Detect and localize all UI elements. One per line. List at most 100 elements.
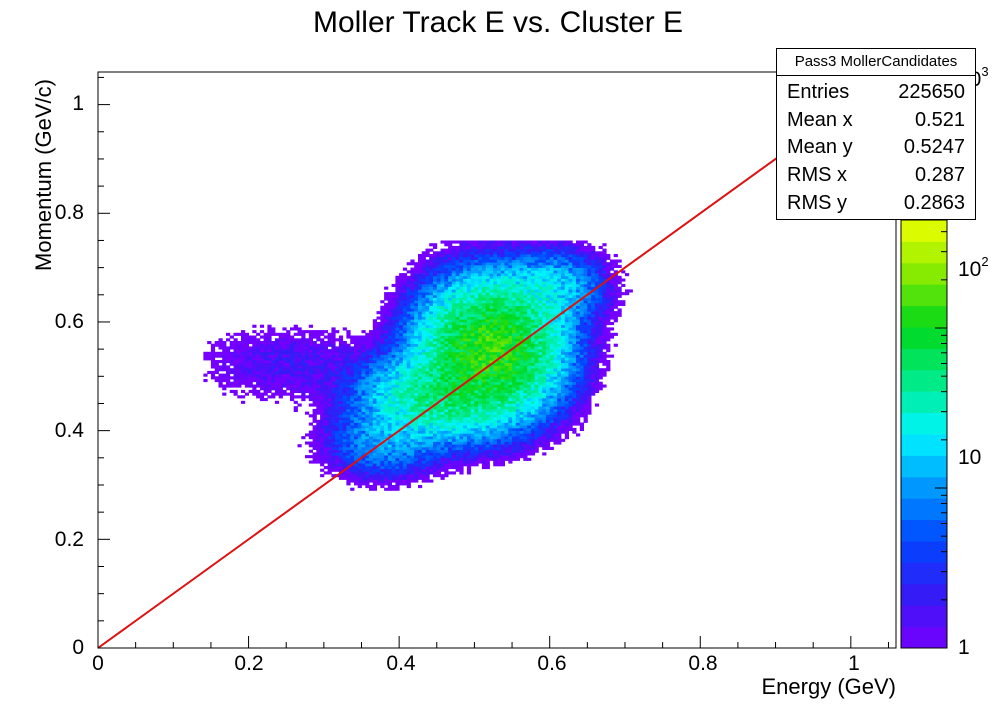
heatmap-cell (323, 349, 328, 353)
heatmap-cell (448, 400, 453, 404)
heatmap-cell (380, 414, 385, 418)
heatmap-cell (312, 400, 317, 404)
heatmap-cell (440, 427, 445, 431)
heatmap-cell (233, 343, 238, 347)
heatmap-cell (470, 398, 475, 402)
heatmap-cell (455, 444, 460, 448)
heatmap-cell (455, 433, 460, 437)
heatmap-cell (402, 346, 408, 350)
heatmap-cell (410, 414, 415, 418)
heatmap-cell (418, 381, 423, 385)
heatmap-cell (241, 341, 246, 345)
heatmap-cell (222, 376, 227, 380)
heatmap-cell (406, 414, 411, 418)
heatmap-cell (425, 438, 430, 442)
heatmap-cell (263, 341, 268, 345)
heatmap-cell (448, 389, 453, 393)
heatmap-cell (346, 474, 351, 478)
heatmap-cell (376, 373, 381, 377)
heatmap-cell (267, 376, 272, 380)
heatmap-cell (493, 452, 498, 456)
heatmap-cell (312, 389, 317, 393)
heatmap-cell (530, 441, 536, 445)
heatmap-cell (523, 398, 528, 402)
heatmap-cell (444, 419, 449, 423)
heatmap-cell (512, 289, 517, 293)
heatmap-cell (440, 316, 445, 320)
heatmap-cell (421, 275, 426, 279)
heatmap-cell (372, 425, 377, 429)
heatmap-cell (286, 338, 291, 342)
heatmap-cell (395, 449, 400, 453)
heatmap-cell (346, 354, 351, 358)
heatmap-cell (530, 381, 536, 385)
heatmap-cell (399, 479, 404, 483)
heatmap-cell (463, 300, 468, 304)
heatmap-cell (515, 240, 520, 244)
heatmap-cell (376, 479, 381, 483)
heatmap-cell (534, 319, 539, 323)
heatmap-cell (489, 427, 494, 431)
heatmap-cell (436, 262, 441, 266)
heatmap-cell (519, 444, 524, 448)
heatmap-cell (387, 346, 392, 350)
heatmap-cell (512, 341, 517, 345)
heatmap-cell (380, 474, 385, 478)
heatmap-cell (312, 455, 317, 459)
heatmap-cell (429, 289, 434, 293)
heatmap-cell (406, 457, 411, 461)
heatmap-cell (470, 430, 475, 434)
heatmap-cell (361, 408, 366, 412)
heatmap-cell (376, 349, 381, 353)
heatmap-cell (497, 425, 502, 429)
heatmap-cell (406, 351, 411, 355)
heatmap-cell (455, 275, 460, 279)
heatmap-cell (440, 436, 445, 440)
heatmap-cell (395, 474, 400, 478)
heatmap-cell (237, 346, 242, 350)
heatmap-cell (365, 468, 370, 472)
heatmap-cell (500, 245, 505, 249)
heatmap-cell (530, 406, 536, 410)
heatmap-cell (290, 327, 295, 331)
heatmap-cell (380, 330, 385, 334)
heatmap-cell (384, 463, 389, 467)
heatmap-cell (391, 460, 396, 464)
heatmap-cell (497, 313, 502, 317)
heatmap-cell (504, 455, 509, 459)
heatmap-cell (523, 414, 528, 418)
heatmap-cell (481, 262, 487, 266)
heatmap-cell (534, 411, 539, 415)
heatmap-cell (369, 452, 374, 456)
heatmap-cell (282, 376, 287, 380)
heatmap-cell (504, 376, 509, 380)
heatmap-cell (504, 452, 509, 456)
heatmap-cell (354, 446, 359, 450)
heatmap-cell (410, 278, 415, 282)
heatmap-cell (425, 305, 430, 309)
heatmap-cell (226, 346, 231, 350)
heatmap-cell (369, 330, 374, 334)
heatmap-cell (478, 289, 483, 293)
heatmap-cell (497, 278, 502, 282)
heatmap-cell (335, 422, 340, 426)
heatmap-cell (395, 455, 400, 459)
heatmap-cell (241, 365, 246, 369)
heatmap-cell (338, 430, 344, 434)
heatmap-cell (530, 335, 536, 339)
heatmap-cell (523, 286, 528, 290)
heatmap-cell (361, 406, 366, 410)
heatmap-cell (481, 444, 487, 448)
heatmap-cell (226, 384, 231, 388)
heatmap-cell (481, 395, 487, 399)
heatmap-cell (497, 308, 502, 312)
heatmap-cell (459, 351, 464, 355)
heatmap-cell (365, 438, 370, 442)
heatmap-cell (293, 338, 298, 342)
heatmap-cell (470, 370, 475, 374)
heatmap-cell (455, 419, 460, 423)
heatmap-cell (508, 436, 513, 440)
heatmap-cell (493, 305, 498, 309)
heatmap-cell (481, 389, 487, 393)
heatmap-cell (489, 302, 494, 306)
